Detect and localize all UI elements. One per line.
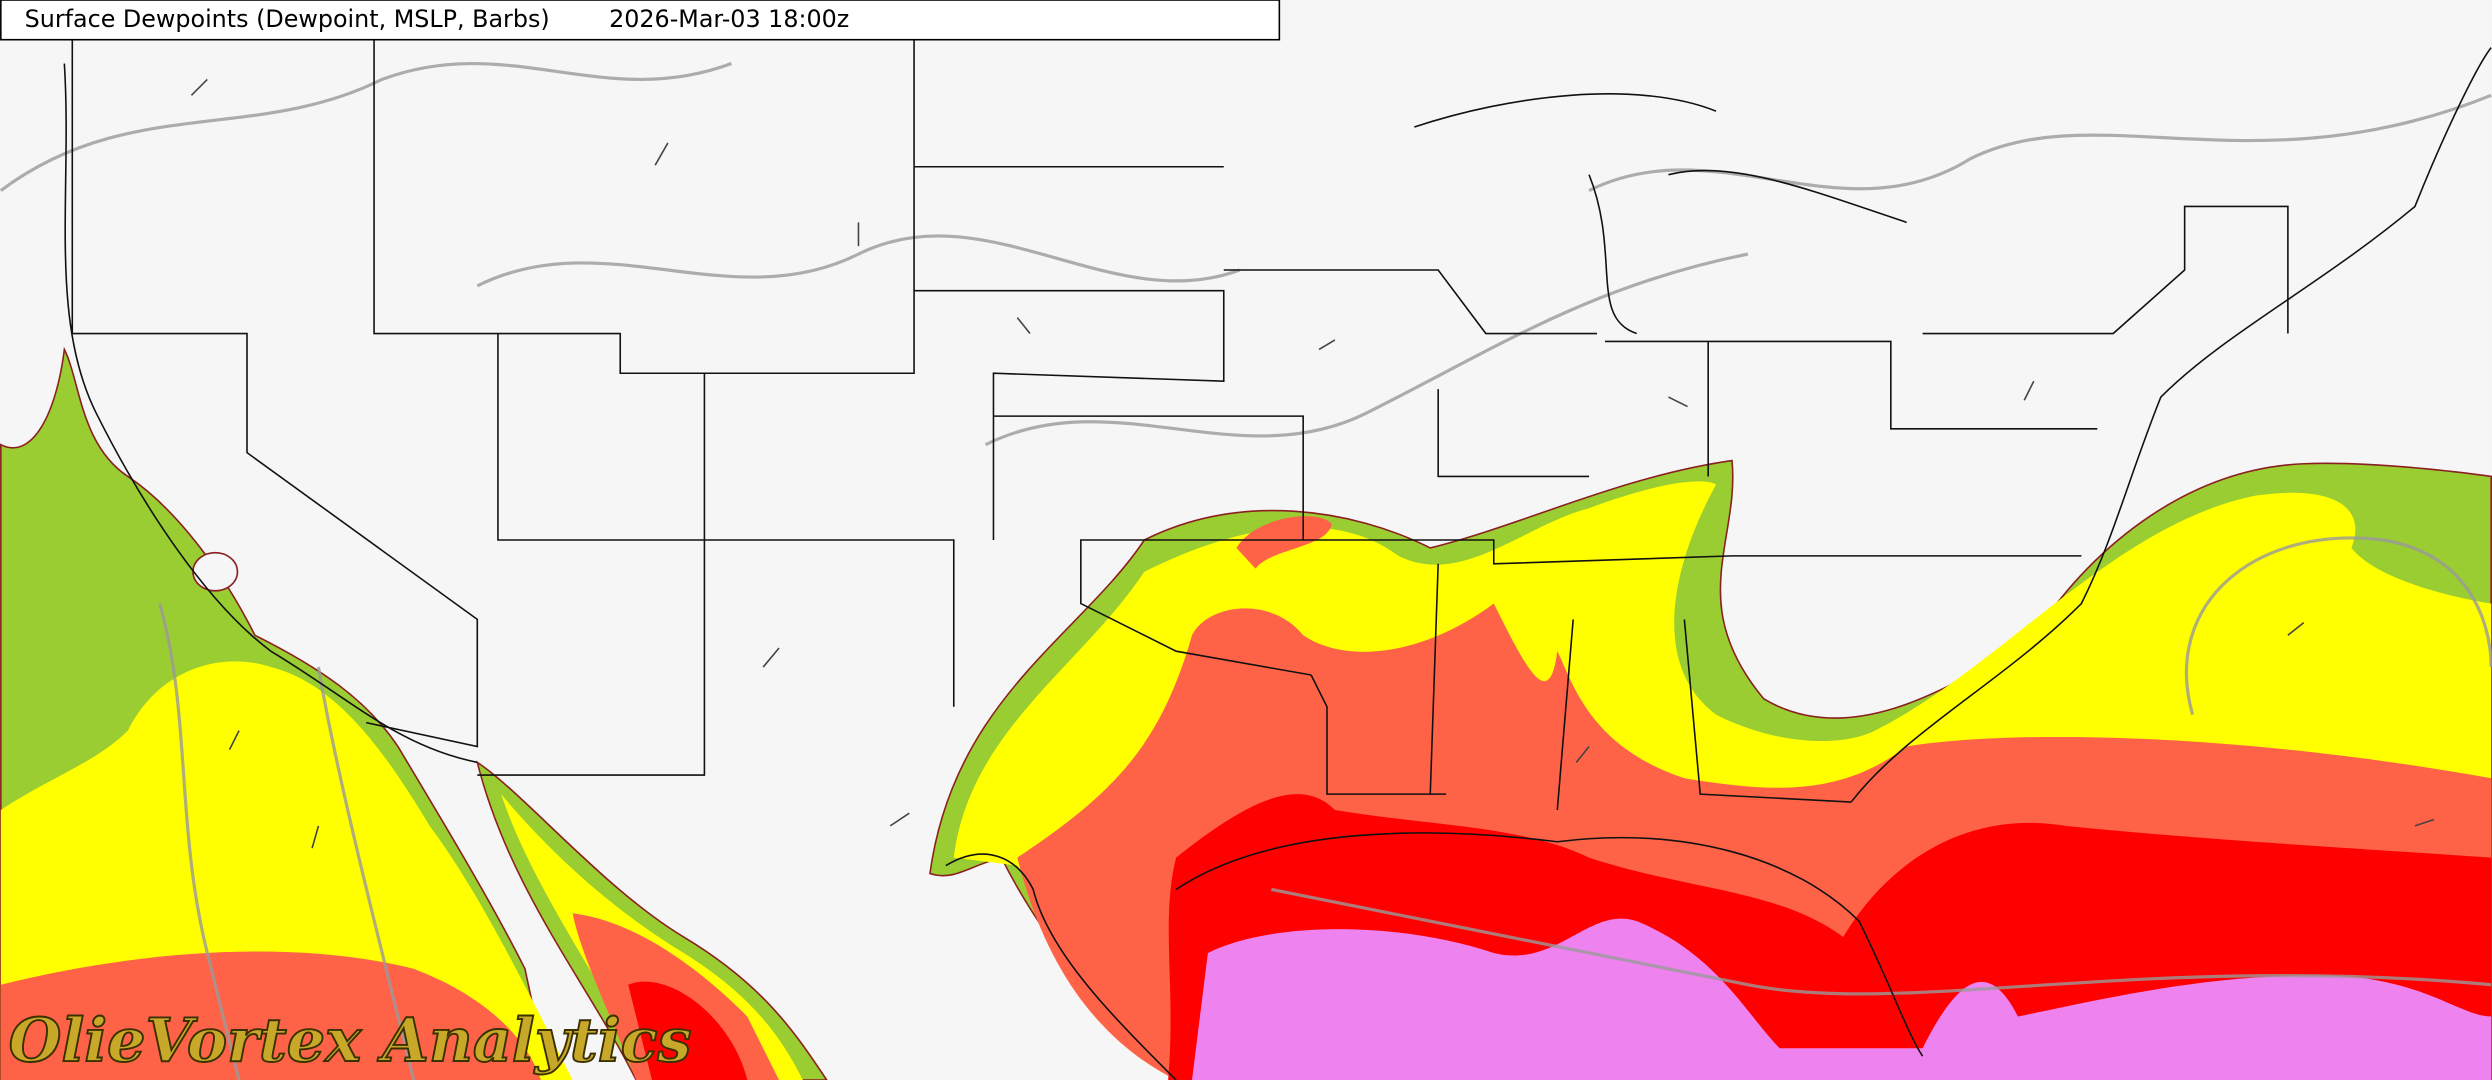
header-box bbox=[0, 0, 1281, 41]
borders bbox=[63, 39, 2492, 1080]
border bbox=[1223, 269, 1597, 478]
dewpoint-baja-red bbox=[628, 981, 748, 1080]
border bbox=[1556, 340, 2098, 811]
dewpoint-coral-patch bbox=[1236, 516, 1332, 569]
isobar bbox=[1588, 93, 2492, 193]
coastline bbox=[63, 63, 1924, 1080]
border bbox=[1303, 539, 2082, 795]
map-title: Surface Dewpoints (Dewpoint, MSLP, Barbs… bbox=[25, 5, 550, 33]
coastline bbox=[1850, 47, 2492, 803]
valid-time: 2026-Mar-03 18:00z bbox=[609, 5, 849, 33]
dewpoint-fill bbox=[0, 346, 2492, 1080]
wind-barb bbox=[190, 78, 2435, 849]
dewpoint-violet bbox=[1192, 918, 2492, 1080]
isobar bbox=[0, 61, 732, 192]
isobar bbox=[158, 603, 241, 1080]
isobar bbox=[1271, 887, 2492, 996]
isobar bbox=[2184, 536, 2492, 716]
lakes bbox=[1414, 93, 1907, 335]
border bbox=[914, 165, 1312, 676]
isobar bbox=[476, 234, 1241, 288]
watermark: OlieVortex Analytics bbox=[9, 1005, 692, 1076]
border bbox=[373, 39, 915, 375]
wind-barbs bbox=[190, 78, 2435, 849]
isobars bbox=[0, 61, 2492, 1080]
border bbox=[477, 333, 955, 776]
border bbox=[1922, 205, 2289, 335]
isobar bbox=[984, 252, 1749, 447]
isobar bbox=[316, 666, 416, 1080]
dry-pocket bbox=[192, 551, 239, 592]
